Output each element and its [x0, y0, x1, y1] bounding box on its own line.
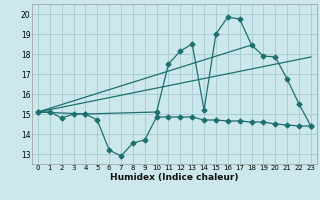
X-axis label: Humidex (Indice chaleur): Humidex (Indice chaleur) [110, 173, 239, 182]
